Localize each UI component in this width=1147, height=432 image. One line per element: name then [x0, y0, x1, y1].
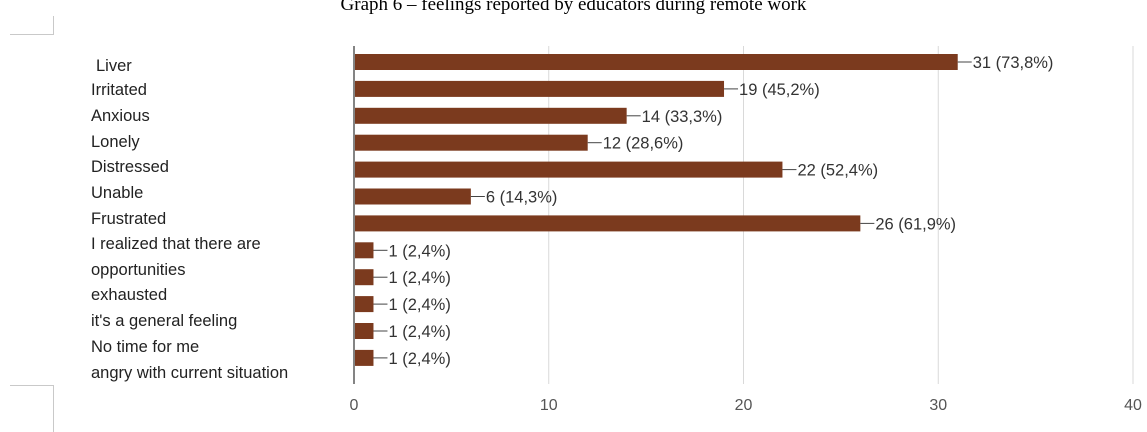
- category-label: exhausted: [91, 286, 168, 304]
- bar: [355, 107, 627, 124]
- bar: [355, 188, 471, 205]
- x-tick-label: 0: [350, 397, 359, 414]
- category-label: No time for me: [91, 338, 200, 356]
- data-label: 12 (28,6%): [603, 135, 684, 153]
- category-label: Unable: [91, 184, 144, 202]
- category-label: opportunities: [91, 261, 186, 279]
- page-corner-mark-top: [10, 34, 53, 35]
- data-label: 31 (73,8%): [973, 54, 1054, 72]
- category-label: I realized that there are: [91, 235, 261, 253]
- bar: [355, 80, 725, 97]
- data-label: 1 (2,4%): [388, 296, 450, 314]
- category-label: Irritated: [91, 81, 147, 99]
- bar: [355, 134, 588, 151]
- data-label: 1 (2,4%): [388, 323, 450, 341]
- data-label: 26 (61,9%): [875, 215, 956, 233]
- bar: [355, 242, 374, 259]
- category-label: angry with current situation: [91, 364, 289, 382]
- bar: [355, 323, 374, 339]
- data-label: 6 (14,3%): [486, 189, 558, 207]
- bar: [355, 161, 783, 178]
- category-label: Distressed: [91, 158, 169, 176]
- bar: [355, 269, 374, 286]
- category-label: Frustrated: [91, 210, 167, 228]
- category-label: Lonely: [91, 133, 140, 151]
- x-tick-label: 20: [735, 397, 753, 414]
- data-label: 1 (2,4%): [388, 350, 450, 368]
- category-label: it's a general feeling: [91, 312, 238, 330]
- category-label: Liver: [96, 57, 132, 75]
- bar: [355, 349, 374, 366]
- bar: [355, 54, 958, 70]
- data-label: 19 (45,2%): [739, 81, 820, 99]
- bar: [355, 215, 861, 232]
- x-tick-label: 10: [540, 397, 558, 414]
- data-label: 14 (33,3%): [642, 108, 723, 126]
- data-label: 22 (52,4%): [797, 162, 878, 180]
- x-tick-label: 40: [1124, 397, 1142, 414]
- category-label: Anxious: [91, 107, 150, 125]
- chart-title: Graph 6 – feelings reported by educators…: [340, 0, 807, 15]
- data-label: 1 (2,4%): [388, 269, 450, 287]
- data-label: 1 (2,4%): [388, 242, 450, 260]
- page-corner-mark-bottom-vertical: [53, 385, 54, 432]
- bar: [355, 296, 374, 313]
- page-corner-mark-top-vertical: [53, 16, 54, 35]
- x-tick-label: 30: [929, 397, 947, 414]
- page-corner-mark-bottom: [10, 385, 53, 386]
